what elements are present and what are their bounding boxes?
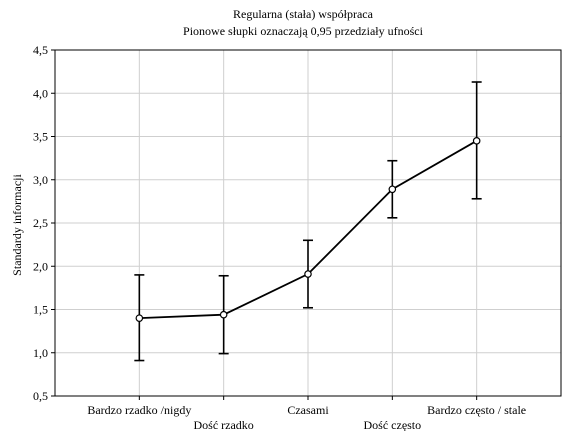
x-tick-label: Czasami bbox=[287, 403, 329, 417]
y-tick-label: 2,5 bbox=[33, 216, 48, 230]
data-point bbox=[135, 314, 144, 322]
data-point bbox=[304, 270, 312, 278]
y-tick-label: 3,5 bbox=[33, 130, 48, 144]
y-tick-label: 3,0 bbox=[33, 173, 48, 187]
y-axis-label: Standardy informacji bbox=[10, 174, 24, 276]
y-tick-label: 1,5 bbox=[33, 303, 48, 317]
y-tick-label: 1,0 bbox=[33, 346, 48, 360]
data-point bbox=[388, 185, 397, 194]
grid bbox=[55, 50, 561, 396]
y-tick-label: 4,0 bbox=[33, 86, 48, 100]
chart-subtitle: Pionowe słupki oznaczają 0,95 przedziały… bbox=[183, 24, 424, 38]
x-tick-label: Dość często bbox=[364, 418, 422, 431]
x-tick-label: Bardzo często / stale bbox=[427, 403, 526, 417]
x-tick-label: Bardzo rzadko /nigdy bbox=[87, 403, 191, 417]
y-axis: 0,5 1,0 1,5 2,0 2,5 3,0 3,5 4,0 4,5 bbox=[33, 43, 55, 403]
y-tick-label: 2,0 bbox=[33, 259, 48, 273]
x-tick-label: Dość rzadko bbox=[194, 418, 254, 431]
y-tick-label: 4,5 bbox=[33, 43, 48, 57]
chart-title: Regularna (stała) współpraca bbox=[233, 7, 374, 21]
data-marks bbox=[134, 81, 482, 362]
y-tick-label: 0,5 bbox=[33, 389, 48, 403]
data-point bbox=[219, 310, 228, 319]
data-point bbox=[472, 137, 481, 145]
